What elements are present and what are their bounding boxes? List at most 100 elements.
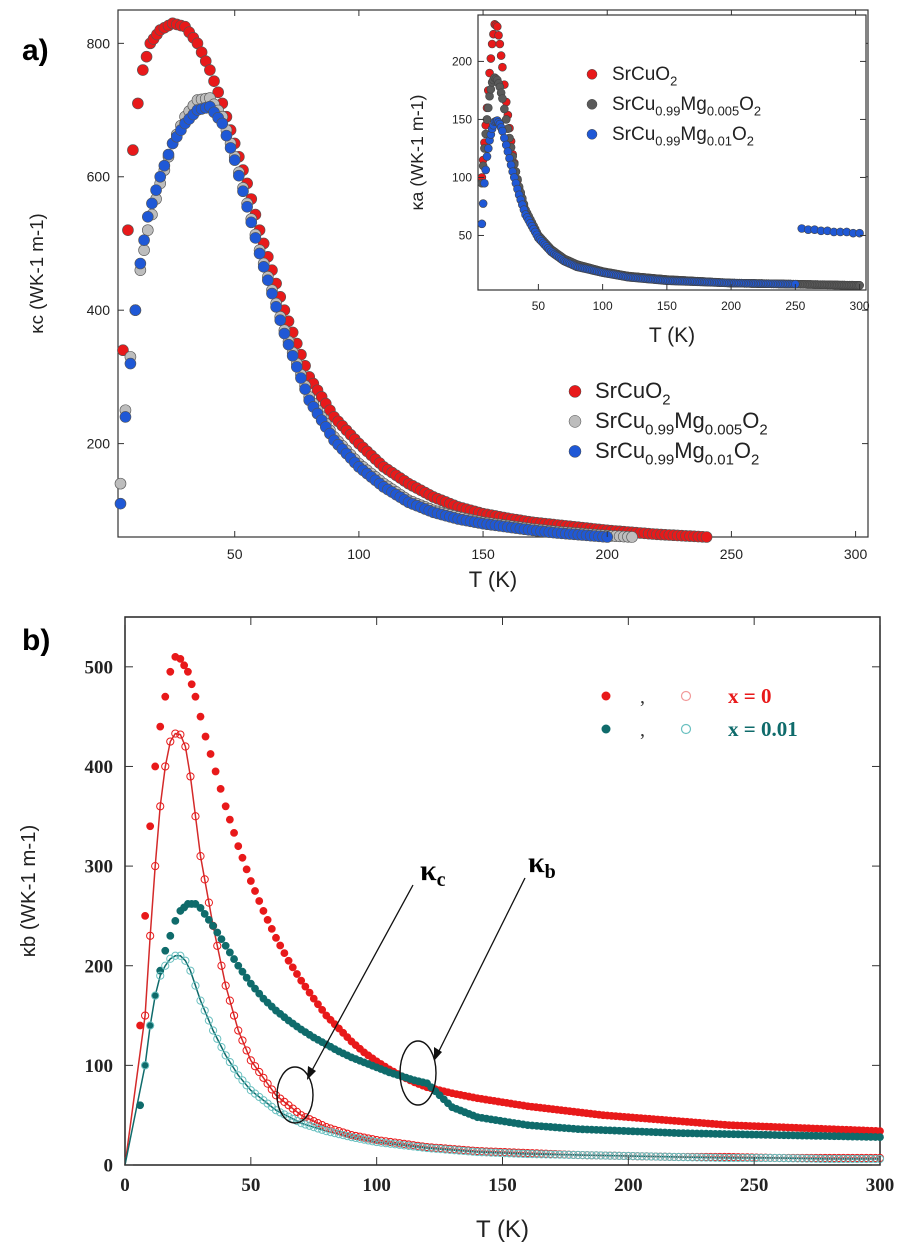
plot-a-marks bbox=[114, 17, 713, 543]
point-srcu0-99mg0-01o2 bbox=[478, 199, 488, 208]
point--c-x-0-01 bbox=[225, 1057, 234, 1067]
point--b-x-0 bbox=[246, 877, 255, 885]
point--c-x-0-01 bbox=[505, 1149, 514, 1158]
point--b-x-0 bbox=[176, 654, 185, 663]
panel-a-label: a) bbox=[22, 34, 49, 67]
point-srcu0-99mg0-01o2 bbox=[119, 411, 132, 423]
point--c-x-0 bbox=[238, 1036, 247, 1045]
point--b-x-0-01 bbox=[242, 973, 251, 982]
point--b-x-0-01 bbox=[238, 967, 247, 976]
point--c-x-0 bbox=[181, 742, 190, 751]
x-tick-label: 300 bbox=[866, 1175, 895, 1196]
point--c-x-0 bbox=[229, 1011, 239, 1020]
point--b-x-0 bbox=[225, 815, 234, 824]
point-srcu0-99mg0-01o2 bbox=[233, 169, 245, 182]
point--c-x-0-01 bbox=[830, 1154, 839, 1164]
point--b-x-0-01 bbox=[234, 961, 243, 970]
point--c-x-0-01 bbox=[390, 1140, 400, 1149]
point--c-x-0-01 bbox=[551, 1150, 560, 1159]
point--b-x-0 bbox=[201, 732, 210, 741]
point--b-x-0 bbox=[234, 842, 243, 851]
point--c-x-0-01 bbox=[592, 1151, 601, 1160]
legend-b: , x = 0, x = 0.01 bbox=[601, 684, 798, 741]
point--c-x-0 bbox=[176, 730, 185, 739]
point-srcuo2 bbox=[137, 64, 149, 76]
point--c-x-0-01 bbox=[848, 1154, 857, 1164]
point--c-x-0-01 bbox=[468, 1147, 477, 1156]
point-srcu0-99mg0-01o2 bbox=[253, 247, 266, 260]
arrow-kc-head bbox=[307, 1066, 316, 1080]
point--c-x-0-01 bbox=[400, 1141, 409, 1150]
legend-marker-filled bbox=[601, 691, 611, 701]
point--c-x-0-01 bbox=[301, 1120, 310, 1129]
point-srcu0-99mg0-005o2 bbox=[626, 531, 638, 543]
point--b-x-0-01 bbox=[251, 984, 259, 993]
point--c-x-0-01 bbox=[665, 1152, 674, 1161]
point-srcu0-99mg0-01o2 bbox=[477, 219, 487, 229]
point-srcu0-99mg0-01o2 bbox=[266, 287, 278, 300]
point--c-x-0-01 bbox=[601, 1151, 610, 1160]
point--c-x-0-01 bbox=[151, 991, 160, 1000]
point--c-x-0-01 bbox=[811, 1154, 821, 1163]
point--b-x-0-01 bbox=[246, 979, 255, 988]
point-srcu0-99mg0-01o2 bbox=[138, 234, 150, 246]
point--b-x-0-01 bbox=[255, 989, 264, 998]
point--c-x-0-01 bbox=[381, 1139, 390, 1148]
point-srcu0-99mg0-01o2 bbox=[245, 216, 258, 229]
point--c-x-0-01 bbox=[454, 1146, 464, 1155]
x-tick-label: 150 bbox=[657, 299, 677, 313]
point--c-x-0-01 bbox=[834, 1154, 843, 1164]
point--b-x-0 bbox=[251, 887, 259, 895]
point-srcu0-99mg0-005o2 bbox=[500, 104, 509, 114]
point--c-x-0-01 bbox=[351, 1133, 360, 1143]
point--c-x-0-01 bbox=[523, 1149, 532, 1159]
point--c-x-0-01 bbox=[660, 1152, 670, 1161]
point--b-x-0 bbox=[221, 802, 230, 811]
point--c-x-0 bbox=[355, 1132, 364, 1141]
circle-kc bbox=[276, 1066, 314, 1124]
point--b-x-0-01 bbox=[166, 931, 175, 940]
circle-kb bbox=[399, 1040, 437, 1106]
point--c-x-0-01 bbox=[679, 1153, 688, 1162]
point--b-x-0-01 bbox=[200, 910, 209, 918]
point--c-x-0-01 bbox=[334, 1130, 344, 1139]
point-srcuo2 bbox=[208, 75, 220, 87]
legend-label: SrCuO2 bbox=[595, 378, 671, 409]
point--c-x-0-01 bbox=[368, 1137, 377, 1146]
point--c-x-0-01 bbox=[343, 1132, 352, 1141]
y-tick-label: 600 bbox=[87, 169, 111, 185]
point-srcu0-99mg0-005o2 bbox=[142, 224, 154, 236]
point--c-x-0 bbox=[196, 852, 205, 861]
point--b-x-0 bbox=[184, 667, 192, 676]
point--c-x-0-01 bbox=[176, 951, 185, 960]
x-tick-label: 200 bbox=[721, 299, 741, 313]
point--c-x-0-01 bbox=[738, 1153, 747, 1163]
point--c-x-0-01 bbox=[734, 1153, 743, 1163]
plot-b-axes: 0 50 100 150 200 250 300 0 100 200 300 400 500 T (K) κ… bbox=[18, 617, 894, 1243]
point--c-x-0-01 bbox=[509, 1149, 519, 1158]
point--c-x-0-01 bbox=[642, 1152, 651, 1161]
point--c-x-0-01 bbox=[871, 1154, 880, 1164]
annotation-kb: κb bbox=[528, 846, 556, 883]
point--c-x-0-01 bbox=[866, 1154, 875, 1164]
point--c-x-0-01 bbox=[770, 1153, 779, 1163]
point--c-x-0-01 bbox=[242, 1081, 251, 1090]
point--c-x-0-01 bbox=[518, 1149, 528, 1158]
point-srcuo2 bbox=[122, 224, 134, 236]
point--b-x-0 bbox=[276, 941, 285, 950]
point--c-x-0-01 bbox=[221, 1051, 230, 1060]
legend-label: SrCu0.99Mg0.01O2 bbox=[612, 124, 754, 149]
legend-label: SrCu0.99Mg0.005O2 bbox=[612, 94, 761, 119]
point--b-x-0-01 bbox=[196, 904, 205, 912]
point--c-x-0 bbox=[234, 1026, 243, 1035]
arrow-kb-head bbox=[434, 1047, 442, 1061]
point--c-x-0-01 bbox=[692, 1153, 702, 1162]
point--c-x-0-01 bbox=[161, 961, 170, 970]
point--c-x-0-01 bbox=[669, 1152, 679, 1162]
y-tick-label: 100 bbox=[85, 1056, 114, 1077]
point--c-x-0-01 bbox=[330, 1129, 339, 1138]
point--c-x-0-01 bbox=[238, 1076, 247, 1085]
point--c-x-0 bbox=[297, 1111, 306, 1120]
x-tick-label: 0 bbox=[120, 1175, 130, 1196]
